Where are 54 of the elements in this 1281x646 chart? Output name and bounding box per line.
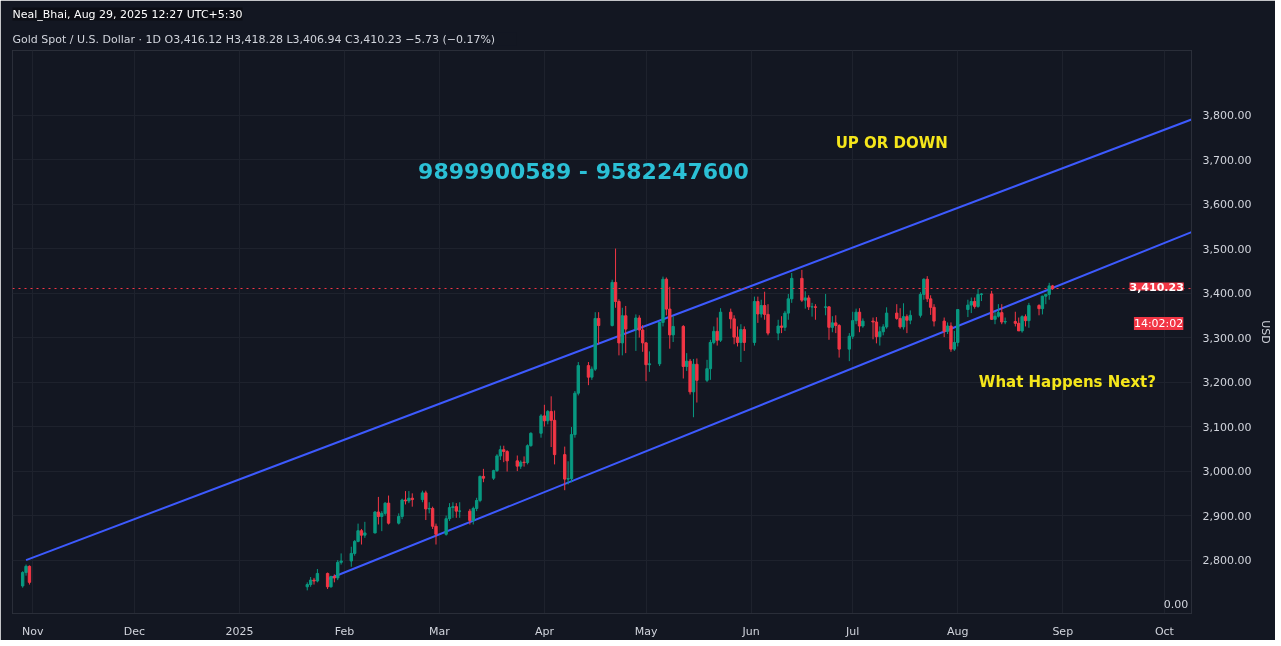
candlestick <box>898 307 902 330</box>
x-tick-label: Mar <box>429 624 451 638</box>
candlestick <box>901 302 906 331</box>
y-tick-label: 3,700.00 <box>1202 153 1252 167</box>
annotation: 14:02:02 <box>1133 316 1184 330</box>
y-tick-label: 2,800.00 <box>1202 554 1252 568</box>
x-tick-label: Aug <box>946 624 969 638</box>
candlestick <box>410 492 414 508</box>
y-tick-label: 3,800.00 <box>1202 109 1252 123</box>
candlestick <box>505 449 509 473</box>
x-tick-label: Dec <box>123 624 146 638</box>
candlestick <box>634 313 638 352</box>
annotation: What Happens Next? <box>978 372 1156 391</box>
candlestick <box>776 319 780 341</box>
x-tick-label: Apr <box>534 624 555 638</box>
annotation: 0.00 <box>1163 598 1189 612</box>
candlestick <box>905 313 909 334</box>
candlestick <box>739 323 743 363</box>
candlestick <box>624 305 628 354</box>
x-tick-label: Nov <box>22 624 45 638</box>
annotation: 9899900589 - 9582247600 <box>418 159 749 185</box>
candlestick <box>1037 303 1041 316</box>
candlestick <box>373 510 377 534</box>
candlestick <box>671 315 675 343</box>
y-axis-title: USD <box>1259 320 1273 344</box>
candlestick <box>647 350 652 373</box>
annotation: UP OR DOWN <box>835 134 948 153</box>
y-tick-label: 3,200.00 <box>1202 376 1252 390</box>
y-tick-label: 3,000.00 <box>1202 465 1252 479</box>
y-tick-label: 3,100.00 <box>1202 420 1252 434</box>
candlestick <box>695 357 699 404</box>
candlestick <box>823 293 828 316</box>
x-tick-label: May <box>634 624 658 638</box>
candlestick <box>376 496 381 525</box>
candlestick <box>871 317 875 340</box>
candlestick <box>942 317 946 338</box>
x-tick-label: Sep <box>1052 624 1074 638</box>
candlestick <box>742 325 746 352</box>
text: Neal_Bhai, Aug 29, 2025 12:27 UTC+5:30 <box>12 7 243 21</box>
y-tick-label: 3,500.00 <box>1202 242 1252 256</box>
ref-line-label: 3,410.23 <box>1129 280 1184 294</box>
x-tick-label: 2025 <box>225 624 254 638</box>
chart-title: Gold Spot / U.S. Dollar · 1D O3,416.12 H3,418.28 L3,406.94 C3,410.23 −5.73 (−0.17%) <box>12 32 496 46</box>
x-tick-label: Jul <box>845 624 860 638</box>
candlestick <box>539 413 543 439</box>
y-tick-label: 3,400.00 <box>1202 287 1252 301</box>
x-tick-label: Jun <box>741 624 760 638</box>
candlestick <box>874 316 879 344</box>
candlestick <box>596 311 601 345</box>
y-tick-label: 3,300.00 <box>1202 331 1252 345</box>
x-tick-label: Feb <box>334 624 355 638</box>
y-tick-label: 3,600.00 <box>1202 198 1252 212</box>
x-tick-label: Oct <box>1154 624 1175 638</box>
y-tick-label: 2,900.00 <box>1202 509 1252 523</box>
